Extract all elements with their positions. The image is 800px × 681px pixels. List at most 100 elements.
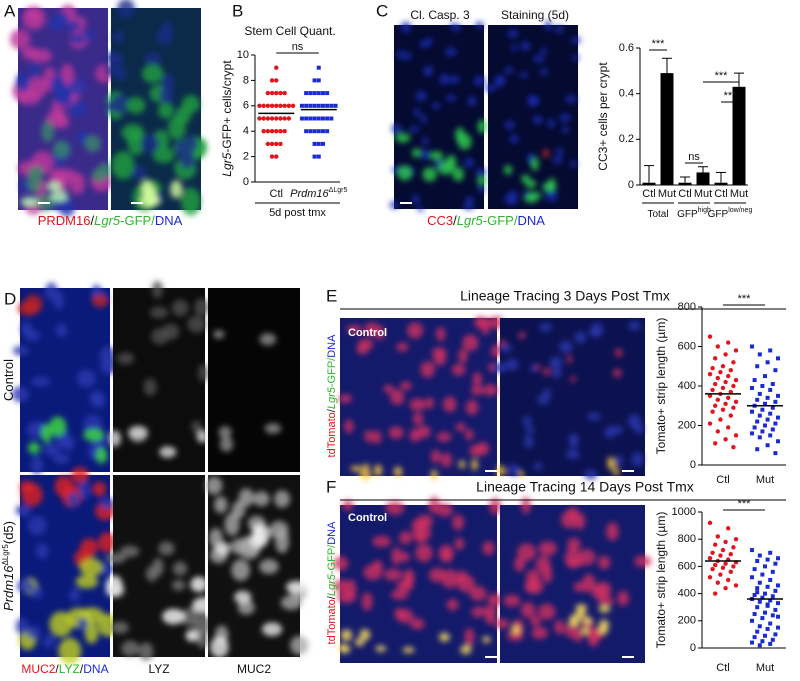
data-point [752, 592, 757, 597]
y-tick-label: 10 [237, 49, 249, 61]
cell [108, 52, 124, 68]
data-point [312, 116, 317, 121]
data-point [733, 583, 739, 588]
y-axis-label: Tomato+ strip length (µm) [654, 318, 668, 455]
data-point [750, 385, 754, 390]
cell [470, 385, 484, 396]
cell [80, 538, 99, 557]
cell [409, 428, 421, 442]
cell [75, 575, 99, 589]
cell [537, 394, 550, 405]
data-point [299, 103, 304, 108]
data-point [750, 431, 754, 436]
data-point [773, 561, 778, 566]
x-tick-label: Mut [730, 188, 748, 200]
data-point [760, 639, 765, 644]
cell [184, 135, 198, 153]
data-point [763, 401, 767, 406]
cell [507, 29, 519, 39]
cell [19, 505, 31, 518]
cell [49, 416, 67, 437]
data-point [773, 421, 778, 426]
caption-part: DNA [517, 213, 545, 228]
cell [363, 564, 383, 581]
data-point [776, 356, 780, 361]
cell [99, 497, 115, 510]
data-point [763, 564, 767, 569]
data-point [726, 340, 731, 345]
cell [196, 628, 208, 649]
cell [359, 469, 372, 481]
y-tick-label: 8 [243, 74, 249, 86]
data-point [750, 344, 754, 349]
data-point [760, 595, 765, 600]
cell [454, 537, 465, 550]
cell [420, 149, 430, 160]
caption-part: -GFP/ [120, 213, 155, 228]
data-point [308, 91, 313, 96]
cell [116, 352, 135, 365]
cell [565, 94, 577, 104]
cell [79, 558, 104, 577]
cell [455, 423, 467, 432]
y-tick-label: 400 [678, 588, 696, 600]
cell [20, 321, 32, 337]
cell [415, 543, 433, 563]
data-point [707, 371, 713, 377]
cell [394, 607, 405, 620]
annotation: *** [652, 38, 666, 50]
cell [83, 414, 103, 434]
cell [458, 460, 466, 469]
data-point [329, 103, 334, 108]
cell [493, 362, 507, 373]
cell [93, 391, 105, 409]
cell [556, 147, 563, 158]
data-point [768, 550, 773, 555]
labels: A B C D E F Cl. Casp. 3 Staining (5d) Co… [4, 1, 569, 523]
data-point [325, 129, 330, 134]
cell [194, 298, 209, 317]
caption-part: DNA [326, 334, 338, 358]
data-point [765, 443, 770, 448]
data-point [290, 103, 296, 109]
data-point [278, 141, 283, 147]
data-point [278, 103, 283, 109]
cell [27, 516, 47, 535]
cell [397, 49, 404, 60]
y-tick-label: 4 [243, 125, 249, 137]
data-point [274, 65, 279, 70]
cell [548, 118, 555, 129]
cell [27, 171, 42, 193]
data-point [750, 618, 754, 623]
data-point [755, 605, 760, 610]
data-point [710, 550, 715, 555]
data-point [726, 526, 731, 531]
cell [469, 444, 484, 457]
cell [521, 496, 531, 514]
data-point [320, 129, 325, 134]
cell [530, 157, 539, 171]
data-point [776, 393, 780, 398]
data-point [765, 557, 770, 562]
data-point [770, 405, 775, 410]
x-tick-label: Mut [756, 662, 774, 674]
cell [67, 491, 80, 508]
caption-part: Lgr5 [326, 573, 338, 596]
cell [141, 64, 164, 84]
image-title: Staining (5d) [501, 8, 569, 22]
data-point [760, 572, 765, 577]
y-label-part: Lgr5 [220, 152, 234, 176]
cell [162, 608, 185, 625]
cell [388, 426, 404, 439]
cell [391, 123, 402, 134]
cell [531, 626, 549, 640]
cell [617, 590, 629, 606]
data-point [768, 641, 773, 646]
data-point [755, 364, 760, 369]
data-point [755, 558, 760, 563]
cell [171, 299, 189, 317]
cell [111, 151, 135, 180]
cell [518, 331, 526, 339]
cell [253, 524, 271, 544]
